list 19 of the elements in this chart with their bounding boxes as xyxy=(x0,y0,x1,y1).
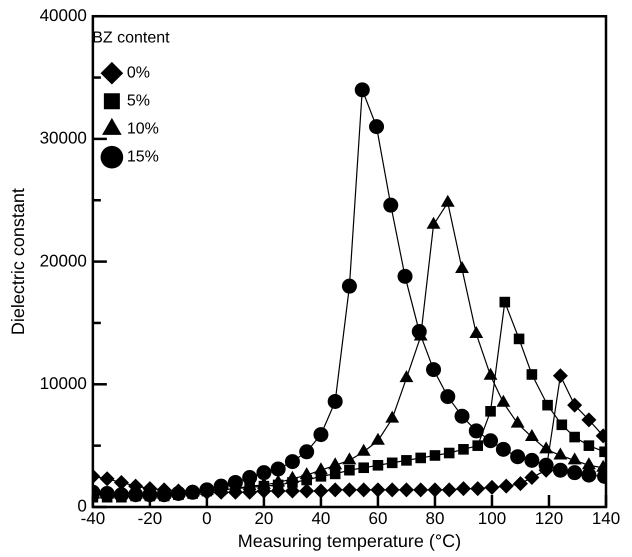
legend-label: 5% xyxy=(126,92,150,110)
x-tick-label: 140 xyxy=(592,508,620,528)
y-tick-label: 10000 xyxy=(40,374,87,393)
x-tick-label: 60 xyxy=(368,508,388,528)
x-tick-label: 0 xyxy=(202,508,212,528)
legend-label: 10% xyxy=(126,120,159,138)
x-tick-label: 100 xyxy=(478,508,506,528)
y-axis-title: Dielectric constant xyxy=(8,188,28,336)
legend-label: 15% xyxy=(126,148,159,166)
x-tick-label: 120 xyxy=(534,508,564,528)
y-tick-label: 40000 xyxy=(40,6,87,25)
x-tick-label: 80 xyxy=(425,508,444,528)
x-axis-title: Measuring temperature (°C) xyxy=(238,531,462,552)
y-tick-label: 30000 xyxy=(40,128,87,148)
x-tick-label: 20 xyxy=(254,508,274,528)
x-tick-label: -20 xyxy=(138,508,162,528)
x-tick-label: 40 xyxy=(311,508,330,528)
y-tick-label: 20000 xyxy=(40,251,87,270)
legend-label: 0% xyxy=(126,64,150,82)
